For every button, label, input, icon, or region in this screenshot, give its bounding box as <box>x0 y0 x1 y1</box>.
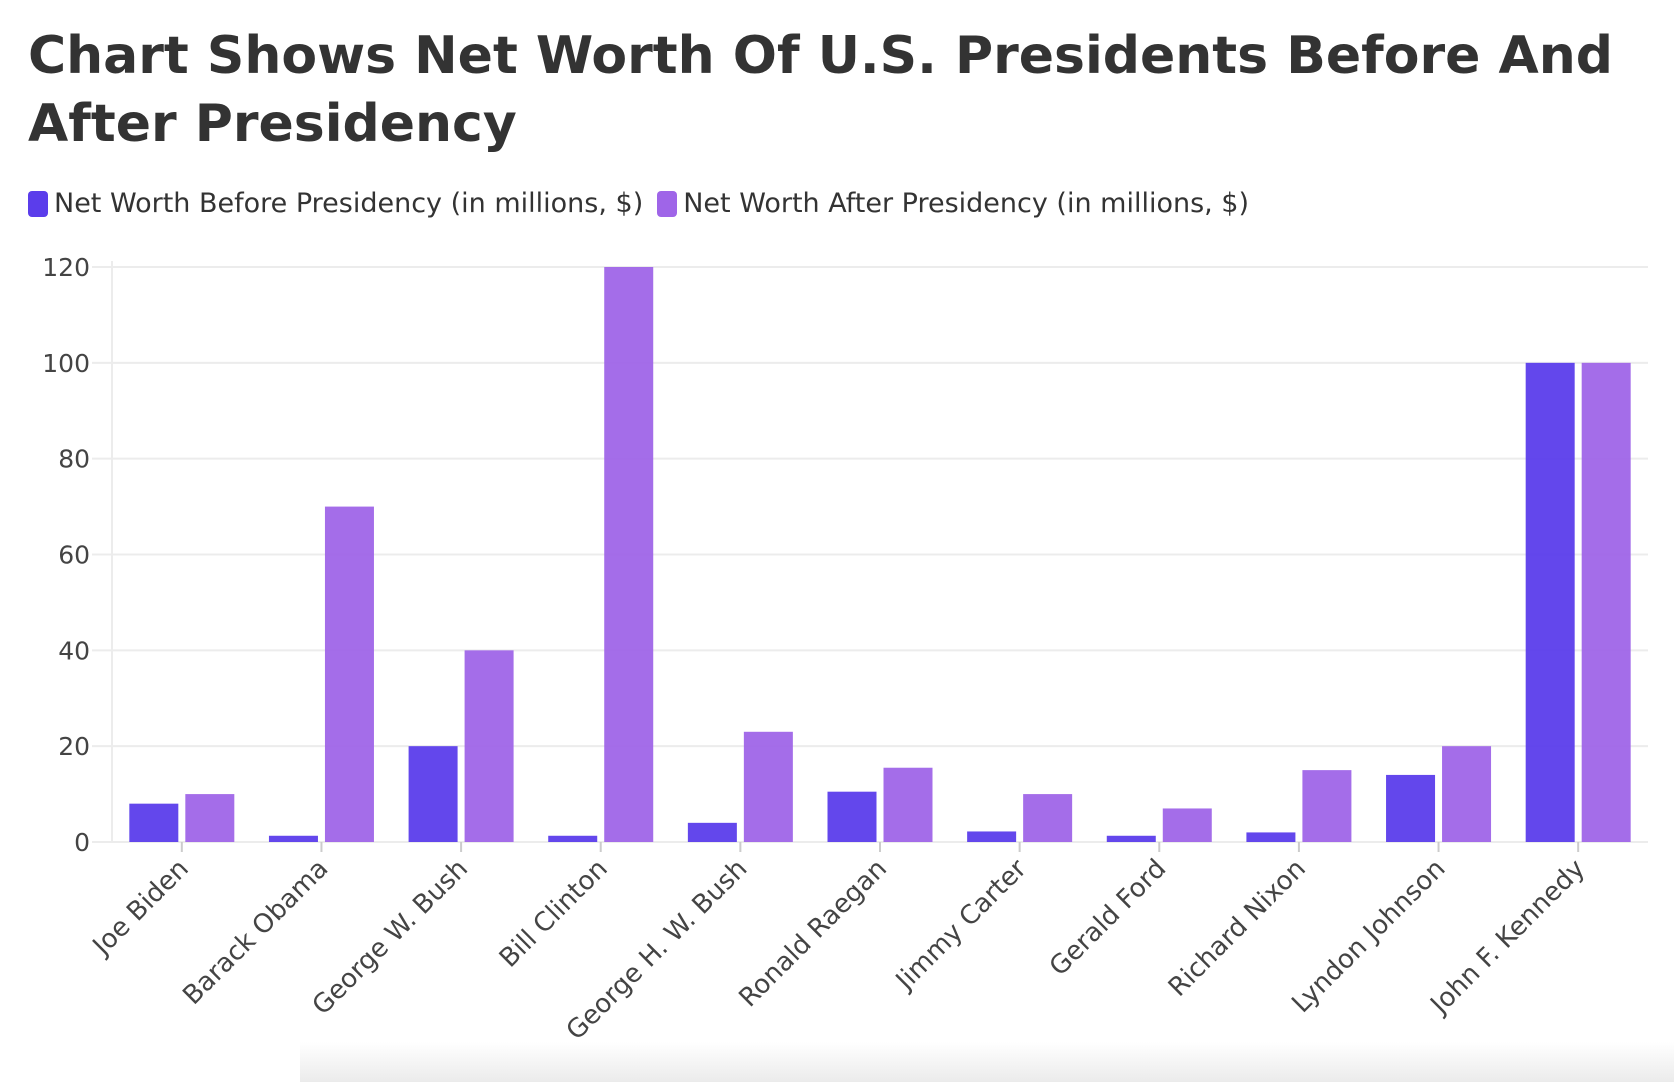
bar-before <box>1106 835 1156 842</box>
y-tick-label: 120 <box>42 253 90 282</box>
bar-before <box>967 831 1017 842</box>
legend-swatch-after <box>657 190 678 217</box>
bar-before <box>129 803 179 842</box>
bar-before <box>1525 362 1575 842</box>
bar-before <box>268 835 318 842</box>
x-tick-label: Ronald Raegan <box>733 854 892 1013</box>
x-tick-label: Barack Obama <box>177 854 334 1011</box>
bar-after <box>604 267 654 842</box>
legend: Net Worth Before Presidency (in millions… <box>28 188 1249 219</box>
y-tick-label: 40 <box>58 636 90 665</box>
chart-title: Chart Shows Net Worth Of U.S. Presidents… <box>28 26 1613 154</box>
y-tick-label: 80 <box>58 445 90 474</box>
bar-after <box>464 650 514 842</box>
y-tick-label: 60 <box>58 541 90 570</box>
x-tick-label: Joe Biden <box>86 854 195 963</box>
bar-before <box>687 822 737 842</box>
bar-before <box>408 746 458 842</box>
x-tick-label: Bill Clinton <box>494 854 614 974</box>
bar-after <box>324 506 374 842</box>
bar-after <box>883 767 933 842</box>
x-tick-label: George W. Bush <box>307 854 474 1021</box>
bar-after <box>743 731 793 842</box>
y-tick-label: 0 <box>74 828 90 857</box>
bar-after <box>1162 808 1212 842</box>
bar-after <box>185 794 235 842</box>
legend-swatch-before <box>28 190 48 217</box>
x-tick-label: Richard Nixon <box>1163 854 1312 1003</box>
bar-after <box>1442 746 1492 842</box>
x-tick-label: Jimmy Carter <box>889 854 1033 998</box>
y-tick-label: 20 <box>58 732 90 761</box>
legend-item-before[interactable]: Net Worth Before Presidency (in millions… <box>28 188 643 219</box>
legend-label-after: Net Worth After Presidency (in millions,… <box>683 188 1250 219</box>
legend-item-after[interactable]: Net Worth After Presidency (in millions,… <box>657 188 1249 219</box>
x-tick-label: Gerald Ford <box>1044 854 1172 982</box>
bar-after <box>1023 794 1073 842</box>
bar-before <box>827 791 877 842</box>
bar-after <box>1581 362 1631 842</box>
bottom-shadow <box>300 1042 1674 1082</box>
y-tick-label: 100 <box>42 349 90 378</box>
bar-after <box>1302 770 1352 842</box>
x-tick-label: John F. Kennedy <box>1424 854 1591 1021</box>
x-tick-label: Lyndon Johnson <box>1286 854 1451 1019</box>
legend-label-before: Net Worth Before Presidency (in millions… <box>54 188 644 219</box>
bar-before <box>1386 774 1436 842</box>
bar-before <box>548 835 598 842</box>
bar-before <box>1246 832 1296 842</box>
